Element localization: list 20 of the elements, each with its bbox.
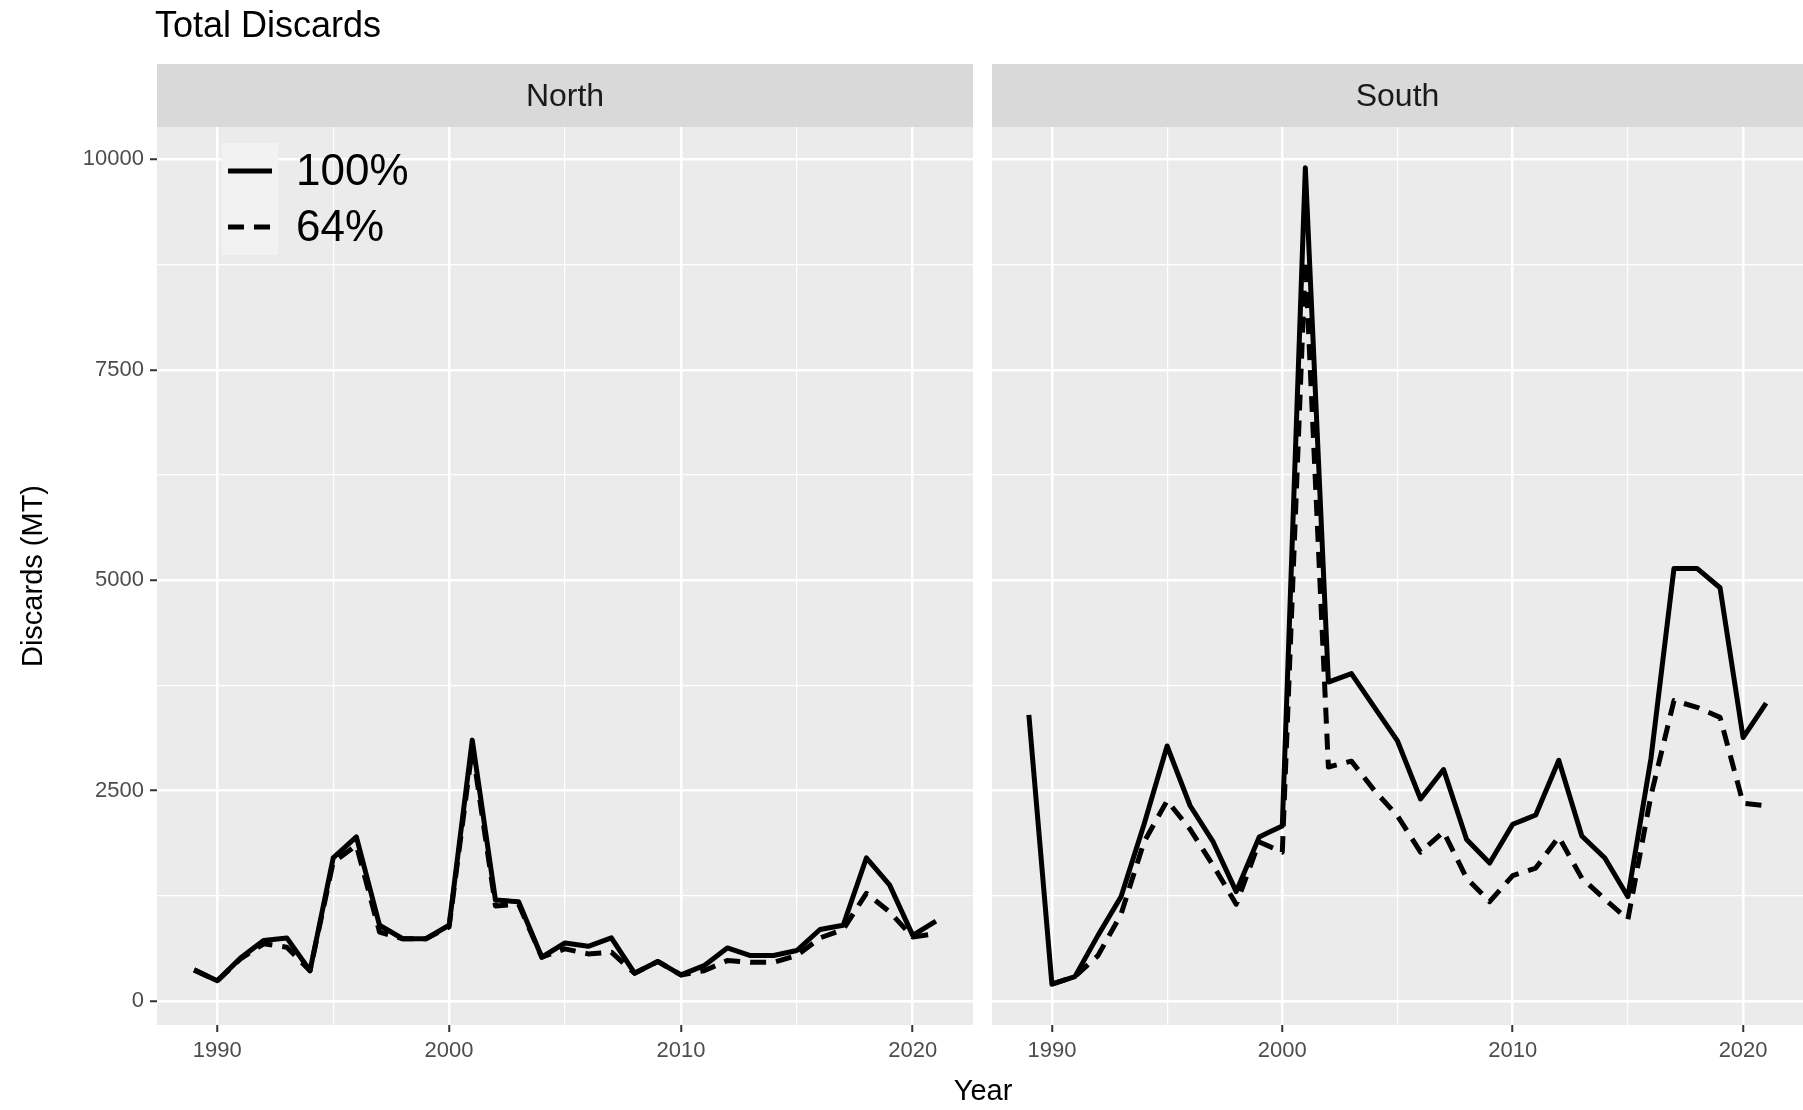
x-tick-label: 2000	[1257, 1037, 1307, 1063]
chart-subtitle: South	[992, 64, 1803, 127]
y-tick-label: 10000	[82, 145, 144, 171]
x-tick-label: 2020	[1718, 1037, 1768, 1063]
x-tick-label: 1990	[192, 1037, 242, 1063]
x-tick-label: 2000	[424, 1037, 474, 1063]
legend-label: 64%	[296, 201, 385, 251]
chart-subtitle: North	[157, 64, 973, 127]
x-tick-label: 2010	[656, 1037, 706, 1063]
y-tick-label: 0	[131, 987, 144, 1013]
x-tick-label: 1990	[1027, 1037, 1077, 1063]
y-tick-label: 2500	[95, 776, 144, 802]
y-tick-label: 5000	[95, 566, 144, 592]
x-tick-label: 2020	[888, 1037, 938, 1063]
y-tick-label: 7500	[95, 355, 144, 381]
legend-label: 100%	[296, 145, 409, 195]
y-axis-title: Discards (MT)	[15, 484, 49, 668]
x-tick-label: 2010	[1488, 1037, 1538, 1063]
chart-title: Total Discards	[155, 4, 382, 46]
x-axis-title: Year	[953, 1074, 1013, 1107]
